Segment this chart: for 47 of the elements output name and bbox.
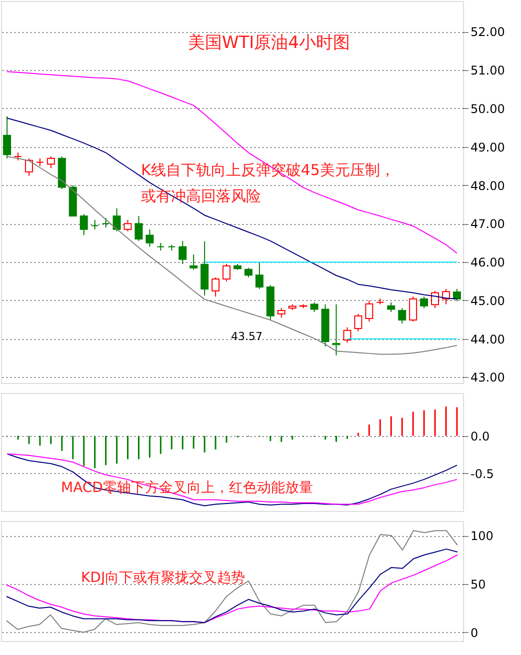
- candlestick: [420, 296, 428, 309]
- y-tick-label: 47.00: [470, 217, 505, 232]
- y-tick-label: 44.00: [470, 332, 505, 346]
- candlestick: [146, 228, 154, 248]
- line-series: [6, 71, 458, 254]
- candlestick: [24, 158, 33, 176]
- candlestick: [3, 116, 12, 159]
- candlestick: [244, 267, 252, 278]
- y-tick-label: 48.00: [470, 178, 505, 193]
- candlestick: [387, 302, 396, 312]
- y-tick-label: 0: [470, 626, 478, 640]
- y-tick-label: 50.00: [470, 102, 505, 116]
- y-tick-label: 100: [470, 529, 494, 544]
- candlestick: [80, 214, 88, 236]
- y-tick-label: -0.5: [470, 466, 494, 481]
- candlestick: [134, 215, 143, 242]
- annotation: KDJ向下或有聚拢交叉趋势: [81, 570, 246, 586]
- y-tick-label: 45.00: [470, 294, 505, 308]
- y-tick-label: 50: [470, 577, 486, 592]
- annotation: 43.57: [231, 330, 262, 343]
- candlestick: [124, 219, 132, 232]
- candlestick: [112, 208, 121, 232]
- candlestick: [212, 276, 220, 298]
- candlestick: [277, 308, 286, 318]
- candlestick: [255, 262, 264, 290]
- candlestick: [46, 156, 55, 169]
- text: 美国WTI原油4小时图: [188, 33, 350, 53]
- line-series: [6, 530, 458, 633]
- y-tick-label: 46.00: [470, 256, 505, 270]
- y-tick-label: 51.00: [470, 64, 505, 78]
- candlestick: [332, 304, 340, 356]
- candlestick: [178, 240, 187, 264]
- candlestick: [190, 254, 198, 270]
- candlestick: [409, 296, 418, 322]
- y-tick-label: 0.0: [470, 429, 490, 444]
- candlestick: [102, 217, 110, 228]
- candlestick: [354, 313, 362, 332]
- candlestick: [222, 263, 231, 282]
- candlestick: [452, 288, 461, 302]
- candlestick: [398, 308, 406, 324]
- y-tick-label: 43.00: [470, 370, 505, 385]
- y-tick-label: 49.00: [470, 140, 505, 154]
- candlestick: [343, 326, 352, 344]
- candlestick: [90, 219, 99, 230]
- y-tick-label: 52.00: [470, 25, 505, 40]
- candlestick: [365, 300, 374, 322]
- candlestick: [310, 302, 318, 312]
